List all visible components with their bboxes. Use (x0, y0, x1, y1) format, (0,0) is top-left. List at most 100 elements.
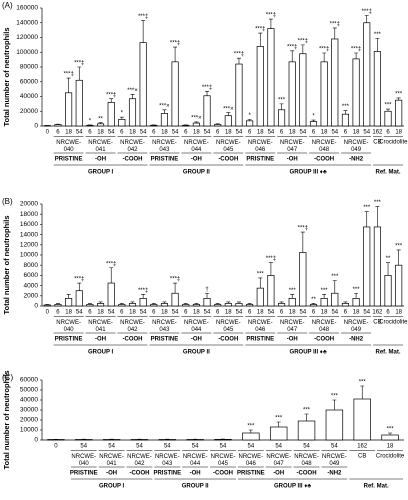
material-label: NRCWE-049 (344, 140, 369, 153)
y-tick-label: 6000 (24, 272, 39, 279)
error-bar (205, 292, 210, 299)
material-label: NRCWE-041 (88, 140, 113, 153)
y-tick-label: 0 (34, 303, 38, 310)
x-tick-label: 6 (248, 310, 252, 316)
error-bar (396, 97, 401, 101)
x-tick-label: 54 (363, 130, 370, 136)
significance-label: *** (353, 287, 361, 293)
error-bar (279, 301, 284, 304)
x-tick-label: 18 (395, 310, 402, 316)
material-label-line: NRCWE- (248, 320, 273, 326)
error-bar (141, 293, 146, 299)
x-tick-label: 54 (140, 310, 147, 316)
error-bar (322, 293, 327, 299)
x-tick-label: 54 (172, 310, 179, 316)
bar (192, 304, 200, 307)
function-label: -COOH (218, 157, 238, 163)
bar (256, 45, 264, 127)
material-label: NRCWE-049 (344, 320, 369, 333)
significance-label: ***‡ (298, 226, 308, 232)
material-label: NRCWE-048 (312, 140, 337, 153)
y-tick-label: 10000 (20, 252, 38, 259)
error-bar (226, 112, 231, 116)
x-tick-label: 54 (331, 130, 338, 136)
y-tick-label: 140000 (16, 19, 38, 26)
significance-label: ***‡ (362, 9, 372, 15)
bar (224, 115, 232, 127)
significance-label: ***‡ (319, 47, 329, 53)
x-tick-label: 18 (395, 130, 402, 136)
significance-label: ***‡ (63, 72, 73, 78)
x-tick-label: 6 (312, 310, 316, 316)
significance-label: *** (374, 32, 382, 38)
material-label-line: NRCWE- (266, 454, 291, 460)
x-tick-label: 18 (321, 130, 328, 136)
bar (363, 22, 371, 127)
group-label: GROUP I (88, 170, 114, 176)
function-label: PRISTINE (55, 157, 83, 163)
significance-label: † (205, 287, 208, 293)
y-tick-label: 18000 (20, 211, 38, 218)
significance-label: *** (289, 288, 297, 294)
material-label: NRCWE-047 (266, 454, 291, 467)
error-bar (87, 303, 92, 305)
material-label-line: 047 (287, 147, 298, 153)
group-label: Ref. Mat. (376, 350, 401, 356)
group-label: GROUP III ♦♣ (290, 350, 327, 356)
x-tick-label: 18 (225, 310, 232, 316)
bar (182, 124, 190, 127)
bar (352, 58, 360, 127)
material-label-line: NRCWE- (56, 140, 81, 146)
bar (97, 123, 105, 127)
function-label: PRISTINE (153, 471, 181, 477)
error-bar (304, 413, 309, 421)
bar (299, 252, 307, 307)
x-tick-label: 18 (65, 130, 72, 136)
bar (214, 124, 222, 127)
material-label-line: 049 (351, 147, 362, 153)
bar (331, 292, 339, 307)
function-label: -OH (191, 337, 202, 343)
error-bar (98, 122, 103, 124)
bar (139, 298, 147, 307)
significance-label: ***‡ (74, 61, 84, 67)
significance-label: ** (386, 256, 391, 262)
bar (341, 113, 349, 127)
significance-label: *** (359, 380, 367, 386)
material-label-line: NRCWE- (183, 454, 208, 460)
bar (269, 426, 288, 441)
group-label: GROUP III ♦♣ (290, 170, 327, 176)
error-bar (236, 57, 241, 65)
group-label: Ref. Mat. (364, 484, 389, 490)
error-bar (215, 123, 220, 125)
function-label: PRISTINE (246, 337, 274, 343)
function-label: -OH (95, 157, 106, 163)
error-bar (332, 27, 337, 39)
material-label-line: 040 (64, 327, 75, 333)
error-bar (258, 32, 263, 47)
x-tick-label: 54 (108, 130, 115, 136)
material-label-line: 048 (319, 327, 330, 333)
bar (242, 432, 260, 441)
x-tick-label: 54 (268, 310, 275, 316)
significance-label: *** (331, 274, 339, 280)
x-tick-label: 18 (193, 310, 200, 316)
error-bar (130, 93, 135, 99)
material-label-line: NRCWE- (322, 454, 347, 460)
function-label: -NH2 (349, 157, 364, 163)
material-label-line: NRCWE- (127, 454, 152, 460)
x-tick-label: 6 (120, 130, 124, 136)
material-label-line: 040 (64, 147, 75, 153)
material-label-line: 046 (255, 327, 266, 333)
y-axis-title: Total number of neutrophils (2, 27, 11, 126)
material-label-line: NRCWE- (344, 140, 369, 146)
material-label-line: NRCWE- (152, 140, 177, 146)
material-label-line: NRCWE- (88, 320, 113, 326)
material-label-line: 048 (302, 461, 313, 467)
panel-label: (C) (2, 373, 13, 382)
x-tick-label: 162 (372, 130, 383, 136)
material-label-line: NRCWE- (120, 140, 145, 146)
function-label: -OH (273, 471, 284, 477)
error-bar (268, 18, 273, 29)
group-label: GROUP I (88, 350, 114, 356)
